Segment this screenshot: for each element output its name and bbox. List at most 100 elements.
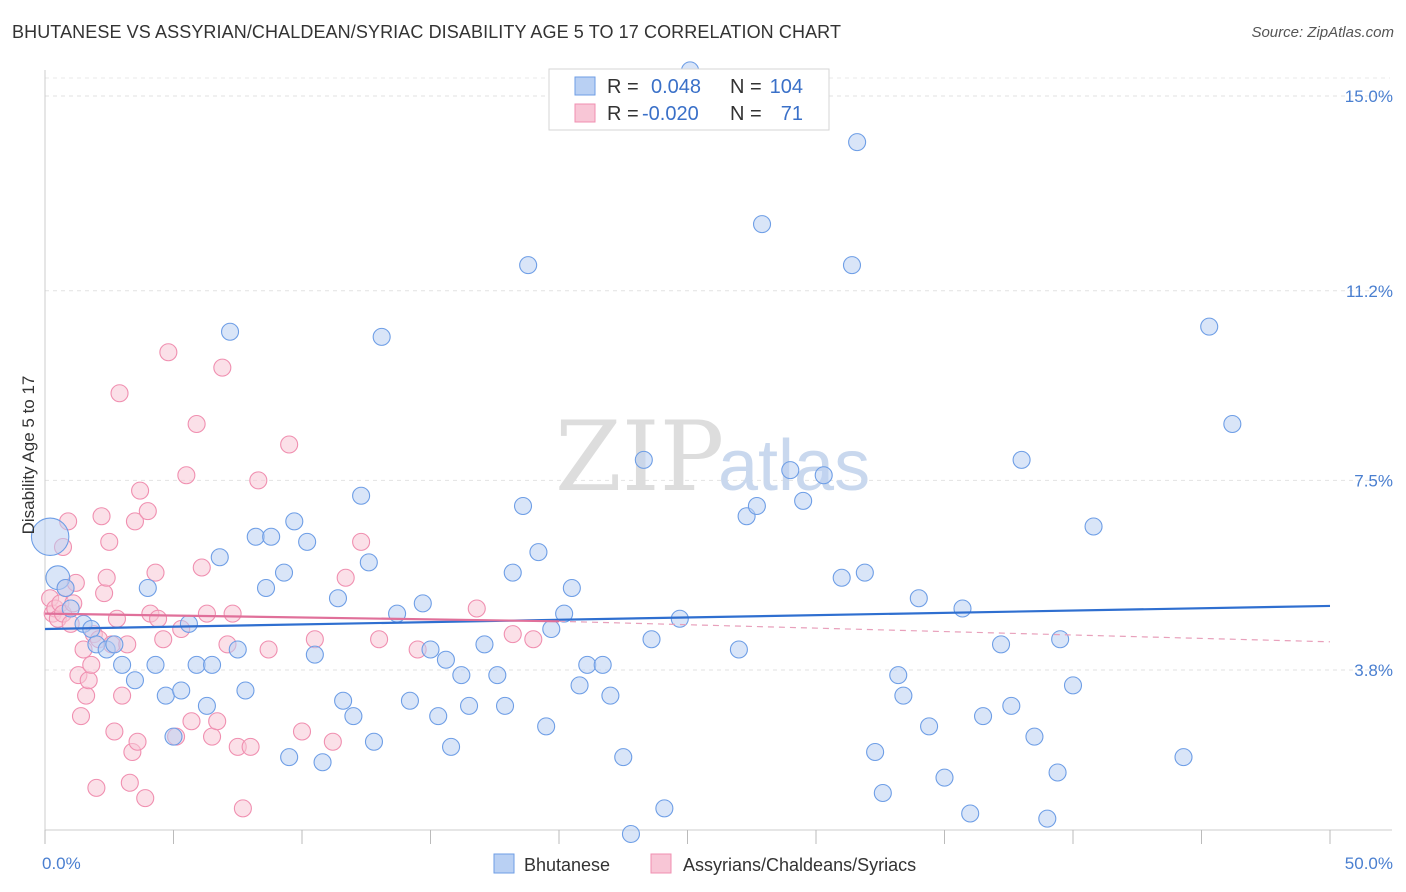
bhutanese-point	[794, 491, 813, 510]
assyrians-point	[370, 630, 389, 649]
bhutanese-point	[973, 707, 993, 726]
assyrians-point	[154, 630, 173, 649]
bhutanese-point	[125, 671, 144, 690]
bhutanese-point	[220, 322, 240, 341]
bhutanese-point	[1002, 696, 1021, 715]
bhutanese-point	[1200, 317, 1219, 336]
bhutanese-point	[280, 748, 299, 767]
bhutanese-point	[513, 496, 533, 516]
assyrians-point	[336, 568, 355, 587]
bhutanese-point	[30, 517, 70, 556]
bhutanese-point	[105, 635, 124, 654]
assyrians-point	[125, 512, 144, 531]
assyrians-trend-extension	[558, 620, 1331, 643]
assyrians-point	[352, 532, 371, 551]
bhutanese-point	[313, 753, 332, 772]
bhutanese-point	[334, 691, 353, 710]
assyrians-point	[107, 609, 127, 628]
assyrians-point	[292, 722, 312, 741]
legend-r-label: R =	[607, 103, 639, 125]
assyrians-point	[79, 671, 98, 690]
bhutanese-point	[601, 686, 620, 705]
assyrians-point	[146, 563, 165, 582]
assyrians-point	[77, 686, 96, 705]
assyrians-point	[120, 773, 139, 792]
bhutanese-point	[848, 133, 867, 152]
assyrians-trend-line	[44, 612, 560, 623]
y-tick-label: 3.8%	[1354, 661, 1393, 680]
grid-lines	[45, 77, 1390, 671]
bhutanese-point	[256, 578, 276, 598]
bhutanese-point	[146, 655, 165, 674]
legend-swatch-assyrians	[574, 103, 596, 123]
bhutanese-point	[1025, 727, 1044, 746]
x-tick-label: 50.0%	[1345, 854, 1393, 873]
bhutanese-point	[634, 450, 653, 469]
bhutanese-point	[429, 707, 448, 726]
y-tick-label: 11.2%	[1346, 282, 1393, 301]
bhutanese-point	[935, 768, 954, 787]
bhutanese-point	[961, 804, 980, 823]
bhutanese-point	[172, 681, 191, 700]
legend-box: R = 0.048 N = 104 R = -0.020 N = 71	[548, 68, 830, 131]
bhutanese-point	[488, 666, 507, 685]
legend-r-value: -0.020	[642, 103, 699, 125]
y-axis-label: Disability Age 5 to 17	[19, 376, 38, 535]
bhutanese-point	[246, 527, 265, 546]
assyrians-point	[100, 532, 119, 551]
assyrians-point	[305, 630, 324, 649]
bhutanese-point	[372, 327, 391, 346]
assyrians-point	[467, 599, 486, 618]
bottom-legend-swatch-assyrians	[650, 853, 672, 874]
bhutanese-point	[187, 655, 206, 674]
bhutanese-point	[578, 655, 597, 674]
bhutanese-point	[1174, 748, 1193, 767]
bhutanese-point	[866, 742, 885, 762]
legend-swatch-bhutanese	[574, 76, 596, 96]
assyrians-point	[138, 502, 157, 521]
assyrians-point	[187, 414, 206, 434]
bhutanese-point	[475, 635, 494, 654]
bhutanese-point	[503, 563, 522, 582]
bhutanese-point	[752, 215, 772, 234]
bhutanese-point	[855, 563, 874, 582]
bhutanese-point	[210, 548, 229, 567]
bhutanese-point	[1051, 630, 1070, 649]
chart-title: BHUTANESE VS ASSYRIAN/CHALDEAN/SYRIAC DI…	[12, 22, 842, 42]
assyrians-point	[131, 481, 150, 500]
assyrians-point	[177, 466, 196, 485]
bottom-legend: Bhutanese Assyrians/Chaldeans/Syriacs	[493, 853, 916, 875]
bhutanese-point	[832, 568, 851, 587]
assyrians-point	[203, 727, 222, 746]
assyrians-point	[213, 358, 232, 377]
bhutanese-point	[179, 614, 198, 633]
bhutanese-point	[352, 486, 371, 505]
bhutanese-point	[621, 824, 641, 844]
assyrians-point	[223, 604, 242, 623]
assyrians-point	[95, 584, 114, 603]
bhutanese-point	[113, 655, 132, 674]
assyrians-point	[524, 630, 543, 649]
bhutanese-point	[562, 578, 581, 598]
bhutanese-point	[655, 799, 674, 818]
legend-r-value: 0.048	[651, 76, 701, 98]
bhutanese-point	[298, 532, 317, 551]
bhutanese-point	[873, 783, 892, 803]
bhutanese-point	[842, 256, 862, 275]
bhutanese-point	[642, 630, 661, 649]
bhutanese-point	[452, 666, 471, 685]
x-tick-label: 0.0%	[42, 854, 81, 873]
assyrians-point	[323, 732, 342, 751]
axes	[44, 70, 1392, 844]
assyrians-point	[97, 568, 116, 587]
bhutanese-point	[197, 696, 216, 715]
bhutanese-point	[400, 691, 419, 710]
bhutanese-point	[519, 256, 538, 275]
assyrians-point	[149, 609, 168, 628]
bhutanese-point	[138, 578, 157, 598]
y-tick-label: 15.0%	[1345, 87, 1393, 106]
bhutanese-point	[285, 512, 304, 531]
assyrians-point	[241, 737, 260, 756]
bottom-legend-swatch-bhutanese	[493, 853, 515, 874]
